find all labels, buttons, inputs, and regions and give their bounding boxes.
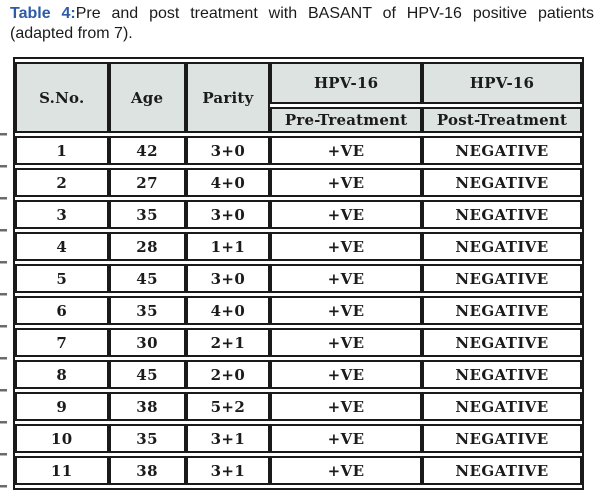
table-row: 11 38 3+1 +VE NEGATIVE (15, 456, 582, 485)
table-row: 2 27 4+0 +VE NEGATIVE (15, 168, 582, 197)
table-cell: 10 (15, 424, 109, 453)
table-cell: NEGATIVE (422, 264, 582, 293)
table-cell: +VE (270, 200, 423, 229)
header-hpv16-pre-group: HPV-16 (270, 62, 423, 104)
patients-table: S.No. Age Parity HPV-16 HPV-16 Pre-Treat… (13, 57, 584, 490)
table-cell: 27 (108, 168, 186, 197)
table-cell: 11 (15, 456, 109, 485)
table-cell: 45 (108, 264, 186, 293)
table-cell: 38 (108, 456, 186, 485)
table-cell: 2+0 (185, 360, 271, 389)
table-row: 3 35 3+0 +VE NEGATIVE (15, 200, 582, 229)
table-cell: 2 (15, 168, 109, 197)
table-cell: NEGATIVE (422, 456, 582, 485)
table-cell: NEGATIVE (422, 200, 582, 229)
table-cell: 4+0 (185, 296, 271, 325)
table-cell: 35 (108, 424, 186, 453)
header-parity: Parity (185, 62, 271, 133)
table-cell: NEGATIVE (422, 392, 582, 421)
table-cell: +VE (270, 456, 423, 485)
header-sub-row: Pre-Treatment Post-Treatment (15, 107, 582, 133)
table-cell: NEGATIVE (422, 424, 582, 453)
table-cell: 5+2 (185, 392, 271, 421)
table-cell: +VE (270, 264, 423, 293)
header-pre-treatment: Pre-Treatment (270, 107, 423, 133)
table-cell: +VE (270, 328, 423, 357)
table-cell: 3+1 (185, 424, 271, 453)
table-cell: 45 (108, 360, 186, 389)
table-cell: 4 (15, 232, 109, 261)
table-header: S.No. Age Parity HPV-16 HPV-16 Pre-Treat… (15, 62, 582, 133)
scan-artifact-left-edge (0, 133, 7, 489)
table-cell: 3+0 (185, 200, 271, 229)
table-row: 1 42 3+0 +VE NEGATIVE (15, 136, 582, 165)
header-age: Age (108, 62, 186, 133)
table-cell: +VE (270, 296, 423, 325)
table-cell: 1+1 (185, 232, 271, 261)
header-post-treatment: Post-Treatment (422, 107, 582, 133)
table-cell: 5 (15, 264, 109, 293)
table-cell: 3+1 (185, 456, 271, 485)
table-cell: 38 (108, 392, 186, 421)
table-row: 5 45 3+0 +VE NEGATIVE (15, 264, 582, 293)
table-cell: 42 (108, 136, 186, 165)
table-cell: 3+0 (185, 264, 271, 293)
table-body: 1 42 3+0 +VE NEGATIVE 2 27 4+0 +VE NEGATIVE 3 35 3+0… (15, 136, 582, 485)
table-caption: Table 4:Pre and post treatment with BASA… (10, 4, 594, 44)
table-cell: 30 (108, 328, 186, 357)
table-row: 7 30 2+1 +VE NEGATIVE (15, 328, 582, 357)
table-cell: 2+1 (185, 328, 271, 357)
table-cell: 7 (15, 328, 109, 357)
header-hpv16-post-group: HPV-16 (422, 62, 582, 104)
table-cell: 9 (15, 392, 109, 421)
table-cell: +VE (270, 136, 423, 165)
table-row: 10 35 3+1 +VE NEGATIVE (15, 424, 582, 453)
header-group-row: S.No. Age Parity HPV-16 HPV-16 (15, 62, 582, 133)
table-cell: NEGATIVE (422, 168, 582, 197)
table-cell: 3 (15, 200, 109, 229)
table-cell: +VE (270, 392, 423, 421)
table-cell: 1 (15, 136, 109, 165)
table-cell: NEGATIVE (422, 360, 582, 389)
table-cell: +VE (270, 168, 423, 197)
table-row: 6 35 4+0 +VE NEGATIVE (15, 296, 582, 325)
table-row: 9 38 5+2 +VE NEGATIVE (15, 392, 582, 421)
table-row: 8 45 2+0 +VE NEGATIVE (15, 360, 582, 389)
table-cell: +VE (270, 424, 423, 453)
table-cell: +VE (270, 360, 423, 389)
table-cell: 6 (15, 296, 109, 325)
table-cell: 8 (15, 360, 109, 389)
table-cell: NEGATIVE (422, 296, 582, 325)
table-cell: NEGATIVE (422, 328, 582, 357)
table-cell: 35 (108, 296, 186, 325)
header-sno: S.No. (15, 62, 109, 133)
table-cell: NEGATIVE (422, 136, 582, 165)
table-cell: NEGATIVE (422, 232, 582, 261)
table-cell: 35 (108, 200, 186, 229)
table-caption-text: Pre and post treatment with BASANT of HP… (10, 5, 594, 42)
table-cell: 3+0 (185, 136, 271, 165)
table-row: 4 28 1+1 +VE NEGATIVE (15, 232, 582, 261)
table-cell: 4+0 (185, 168, 271, 197)
table-cell: 28 (108, 232, 186, 261)
table-cell: +VE (270, 232, 423, 261)
table-caption-label: Table 4: (10, 5, 76, 22)
